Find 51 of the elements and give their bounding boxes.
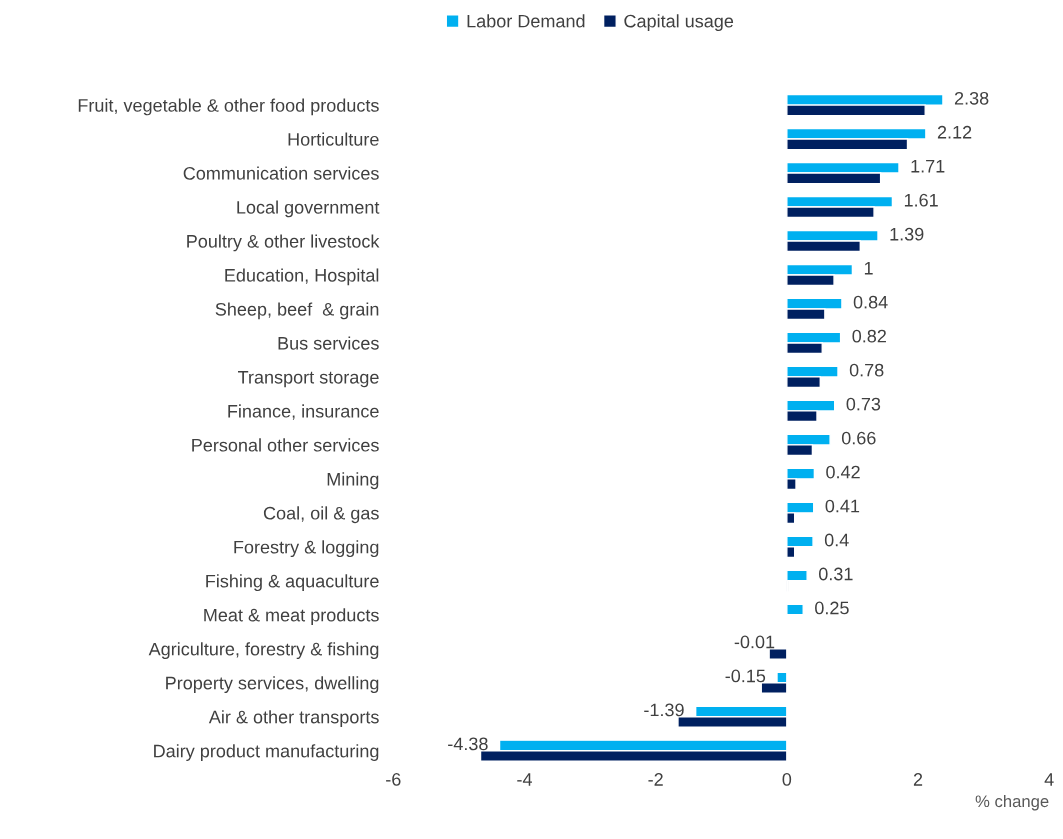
legend-label: Capital usage	[624, 14, 734, 32]
x-tick-label: -4	[517, 773, 532, 786]
y-tick-label: Mining	[327, 472, 379, 490]
x-tick-label: 0	[782, 773, 792, 786]
data-label: 0.82	[852, 329, 886, 343]
y-tick-label: Sheep, beef & grain	[215, 302, 379, 320]
y-tick-label: Meat & meat products	[204, 608, 379, 626]
x-tick-label: -2	[648, 773, 663, 786]
y-tick-label: Coal, oil & gas	[263, 506, 379, 524]
data-label: 0.73	[846, 397, 881, 411]
data-label: -0.01	[734, 635, 775, 649]
y-tick-label: Air & other transports	[208, 710, 379, 727]
data-label: -4.38	[448, 737, 488, 751]
x-tick-label: 2	[913, 773, 923, 786]
x-tick-label: 4	[1044, 773, 1054, 786]
data-label: 1	[864, 261, 873, 275]
data-label: 0.84	[853, 295, 888, 309]
x-tick-label: -6	[386, 773, 401, 786]
y-tick-label: Personal other services	[192, 438, 379, 452]
data-label: 1.61	[904, 193, 938, 207]
x-axis-title: % change	[975, 794, 1049, 811]
data-label: -1.39	[644, 703, 684, 717]
bar	[768, 648, 788, 660]
y-tick-label: Bus services	[278, 336, 379, 350]
data-label: 1.39	[890, 227, 924, 241]
y-tick-label: Finance, insurance	[228, 404, 379, 420]
y-tick-label: Fishing & aquaculture	[206, 574, 379, 592]
y-tick-label: Agriculture, forestry & fishing	[148, 642, 379, 660]
y-tick-label: Local government	[237, 200, 380, 218]
data-label: 0.42	[826, 465, 860, 479]
data-label: 2.12	[937, 125, 972, 139]
y-tick-label: Horticulture	[288, 132, 379, 146]
data-label: -0.15	[725, 669, 766, 683]
y-tick-label: Forestry & logging	[234, 540, 379, 558]
data-label: 0.66	[841, 431, 876, 445]
bar	[786, 603, 804, 616]
legend-label: Labor Demand	[467, 14, 585, 28]
y-tick-label: Poultry & other livestock	[187, 234, 380, 252]
y-tick-label: Fruit, vegetable & other food products	[78, 98, 379, 116]
data-label: 0.41	[825, 499, 860, 513]
data-label: 0.25	[815, 601, 849, 615]
y-tick-label: Education, Hospital	[225, 268, 379, 286]
data-label: 0.78	[849, 363, 884, 377]
y-tick-label: Communication services	[183, 166, 379, 180]
data-label: 1.71	[911, 160, 945, 173]
y-tick-label: Property services, dwelling	[166, 676, 379, 694]
data-label: 0.31	[818, 567, 853, 581]
y-tick-label: Transport storage	[238, 371, 379, 388]
data-label: 2.38	[954, 91, 989, 105]
data-label: 0.4	[824, 533, 849, 547]
y-tick-label: Dairy product manufacturing	[154, 744, 379, 761]
